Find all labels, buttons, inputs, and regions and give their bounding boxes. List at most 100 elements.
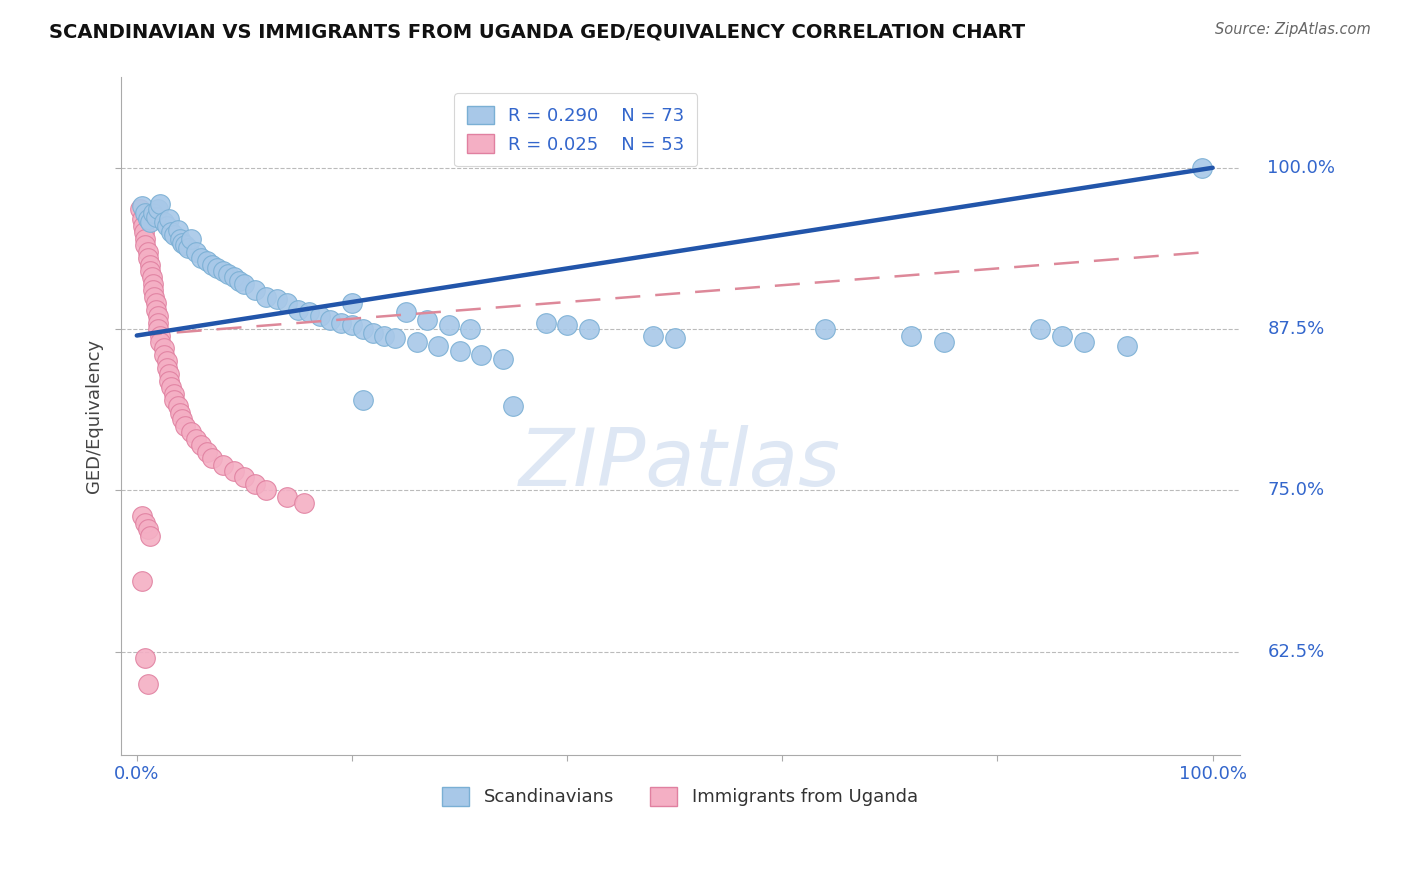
Point	[212, 458, 235, 472]
Point	[180, 232, 202, 246]
Point	[298, 305, 321, 319]
Point	[157, 212, 180, 227]
Point	[138, 528, 160, 542]
Point	[143, 290, 166, 304]
Point	[148, 322, 170, 336]
Point	[156, 354, 179, 368]
Point	[201, 451, 224, 466]
Point	[222, 464, 245, 478]
Point	[145, 296, 167, 310]
Point	[1073, 334, 1095, 349]
Point	[384, 331, 406, 345]
Point	[195, 253, 218, 268]
Point	[163, 386, 186, 401]
Point	[138, 258, 160, 272]
Point	[207, 261, 229, 276]
Point	[132, 219, 155, 233]
Point	[233, 470, 256, 484]
Point	[152, 348, 174, 362]
Point	[416, 313, 439, 327]
Point	[900, 328, 922, 343]
Point	[131, 212, 153, 227]
Point	[228, 274, 250, 288]
Point	[136, 212, 159, 227]
Point	[1029, 322, 1052, 336]
Point	[373, 328, 395, 343]
Point	[427, 339, 450, 353]
Point	[276, 296, 298, 310]
Point	[340, 318, 363, 333]
Point	[184, 244, 207, 259]
Point	[129, 202, 152, 216]
Point	[157, 368, 180, 382]
Point	[163, 392, 186, 407]
Point	[340, 296, 363, 310]
Point	[217, 267, 239, 281]
Point	[266, 293, 288, 307]
Point	[395, 305, 418, 319]
Point	[142, 277, 165, 291]
Point	[134, 206, 156, 220]
Point	[184, 432, 207, 446]
Point	[578, 322, 600, 336]
Point	[131, 574, 153, 588]
Point	[134, 238, 156, 252]
Point	[152, 215, 174, 229]
Point	[169, 406, 191, 420]
Text: 87.5%: 87.5%	[1267, 320, 1324, 338]
Point	[138, 215, 160, 229]
Point	[136, 677, 159, 691]
Point	[148, 202, 170, 216]
Point	[180, 425, 202, 440]
Point	[534, 316, 557, 330]
Point	[156, 219, 179, 233]
Point	[148, 316, 170, 330]
Point	[190, 438, 212, 452]
Point	[145, 302, 167, 317]
Point	[470, 348, 492, 362]
Point	[222, 270, 245, 285]
Point	[1050, 328, 1073, 343]
Text: 100.0%: 100.0%	[1267, 159, 1336, 177]
Point	[643, 328, 665, 343]
Point	[330, 316, 353, 330]
Point	[195, 444, 218, 458]
Text: SCANDINAVIAN VS IMMIGRANTS FROM UGANDA GED/EQUIVALENCY CORRELATION CHART: SCANDINAVIAN VS IMMIGRANTS FROM UGANDA G…	[49, 22, 1025, 41]
Point	[932, 334, 955, 349]
Point	[352, 322, 374, 336]
Point	[308, 309, 330, 323]
Point	[243, 477, 266, 491]
Text: ZIPatlas: ZIPatlas	[519, 425, 841, 502]
Point	[491, 351, 513, 366]
Point	[352, 392, 374, 407]
Point	[160, 225, 183, 239]
Text: 75.0%: 75.0%	[1267, 482, 1324, 500]
Point	[174, 418, 197, 433]
Point	[142, 284, 165, 298]
Point	[136, 522, 159, 536]
Legend: Scandinavians, Immigrants from Uganda: Scandinavians, Immigrants from Uganda	[434, 780, 925, 814]
Point	[276, 490, 298, 504]
Point	[243, 284, 266, 298]
Point	[814, 322, 837, 336]
Point	[287, 302, 309, 317]
Point	[502, 400, 524, 414]
Point	[149, 328, 172, 343]
Point	[254, 483, 277, 498]
Point	[170, 412, 193, 426]
Point	[136, 244, 159, 259]
Point	[138, 264, 160, 278]
Point	[166, 223, 188, 237]
Point	[134, 225, 156, 239]
Point	[363, 326, 385, 340]
Point	[149, 197, 172, 211]
Point	[169, 232, 191, 246]
Point	[145, 210, 167, 224]
Point	[134, 232, 156, 246]
Point	[149, 334, 172, 349]
Text: 62.5%: 62.5%	[1267, 642, 1324, 661]
Point	[170, 235, 193, 250]
Point	[156, 360, 179, 375]
Point	[1191, 161, 1213, 175]
Point	[458, 322, 481, 336]
